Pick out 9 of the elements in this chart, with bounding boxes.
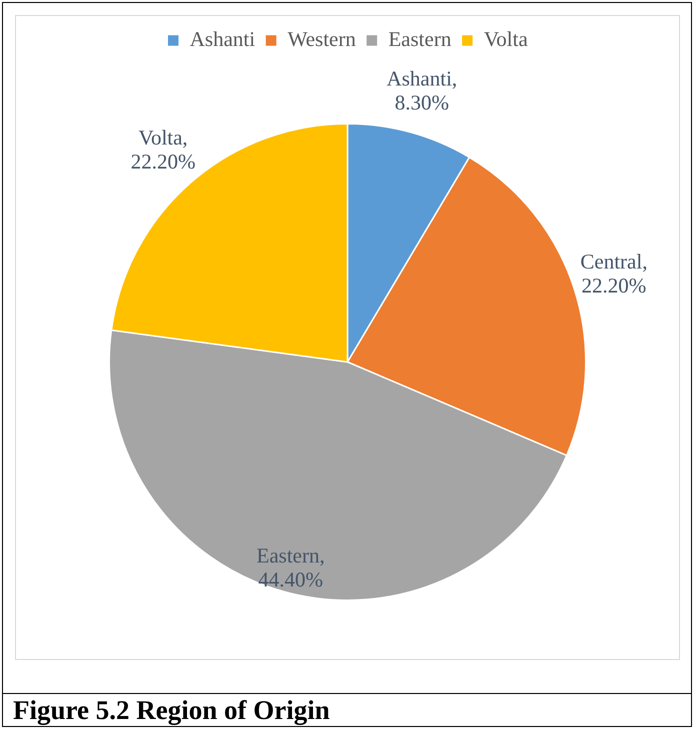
legend-label: Western bbox=[288, 27, 356, 52]
legend-label: Volta bbox=[484, 27, 528, 52]
legend-label: Eastern bbox=[388, 27, 452, 52]
data-label: Ashanti, 8.30% bbox=[386, 66, 458, 114]
legend-label: Ashanti bbox=[190, 27, 256, 52]
text: Figure 5.2 Region of Origin bbox=[13, 695, 330, 726]
data-label: Central, 22.20% bbox=[580, 250, 648, 298]
data-label: Eastern, 44.40% bbox=[256, 543, 325, 592]
data-label: Volta, 22.20% bbox=[130, 126, 196, 174]
